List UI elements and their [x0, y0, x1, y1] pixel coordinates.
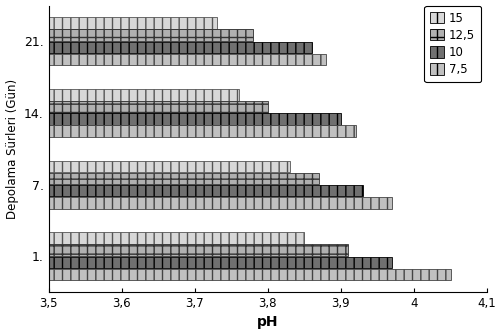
Bar — [49, 197, 391, 209]
Bar — [49, 185, 362, 196]
Bar — [49, 101, 268, 113]
Bar — [49, 244, 348, 256]
Bar — [49, 160, 289, 172]
Bar — [49, 173, 319, 184]
Bar — [49, 232, 304, 244]
Bar — [49, 89, 238, 100]
Bar — [49, 42, 311, 53]
Bar — [49, 17, 216, 29]
Bar — [49, 126, 355, 137]
Bar — [49, 29, 253, 41]
X-axis label: pH: pH — [257, 316, 278, 329]
Legend: 15, 12,5, 10, 7,5: 15, 12,5, 10, 7,5 — [423, 6, 480, 82]
Y-axis label: Depolama Sürleri (Gün): Depolama Sürleri (Gün) — [6, 79, 19, 219]
Bar — [49, 269, 449, 280]
Bar — [49, 113, 340, 125]
Bar — [49, 54, 326, 65]
Bar — [49, 257, 391, 268]
